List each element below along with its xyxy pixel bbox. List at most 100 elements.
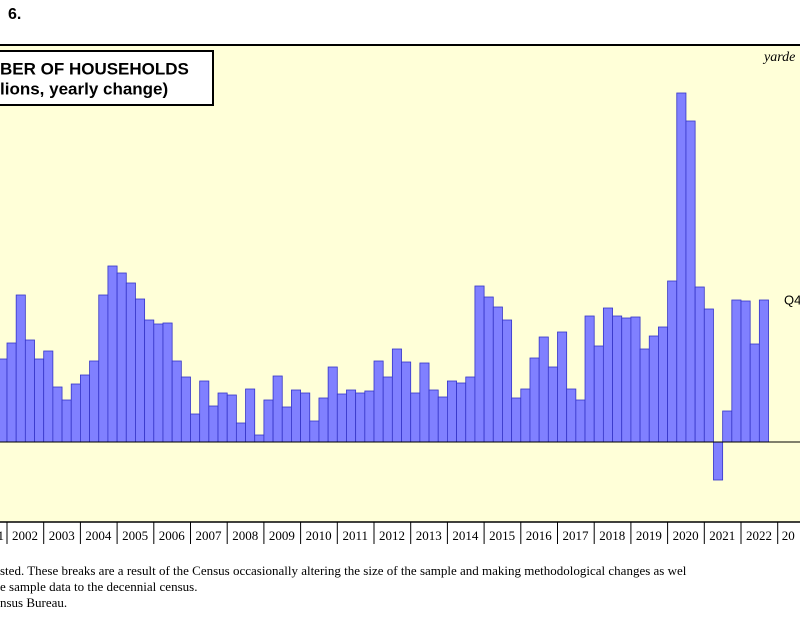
bar [6,342,17,443]
bar [401,361,412,443]
bar [171,360,182,443]
bar [694,286,705,443]
bar [98,294,109,443]
bar [511,397,522,443]
bar [245,388,256,443]
bar [520,388,531,443]
bar [116,272,127,443]
x-tick-label: 2003 [49,528,75,543]
bar [575,399,586,443]
bar [474,285,485,443]
bar [419,362,430,443]
bar [364,390,375,443]
bar [70,383,81,443]
x-tick-label: 2019 [636,528,662,543]
bar [0,358,8,443]
bar [529,357,540,443]
bar [190,413,201,443]
bar [346,389,357,443]
bar [391,348,402,443]
x-tick-label: 20 [782,528,795,543]
x-tick-label: 2004 [85,528,112,543]
bar [639,348,650,443]
x-tick-label: 2014 [452,528,479,543]
bar [483,296,494,443]
bar [80,374,90,443]
bar [749,343,760,443]
bar [309,420,320,443]
footnote: sted. These breaks are a result of the C… [0,563,687,578]
bar [254,434,265,443]
bar [465,376,476,443]
bar [135,298,146,443]
x-tick-label: 2017 [563,528,590,543]
bar [208,405,219,443]
bar [180,376,191,443]
x-tick-label: 2009 [269,528,295,543]
bar [676,92,687,443]
bar [410,392,421,443]
chart-subtitle: lions, yearly change) [0,79,168,98]
bar [61,399,72,443]
bar [43,350,54,443]
bar [602,307,613,443]
source-mark: yarde [762,50,795,65]
x-tick-label: 2021 [709,528,735,543]
bar [456,382,467,443]
x-tick-label: 2016 [526,528,553,543]
bar [648,335,659,443]
footnote: e sample data to the decennial census. [0,579,197,594]
bar [658,326,668,443]
bar [446,380,457,443]
bar [162,322,173,443]
bar [153,323,164,443]
bars [0,92,769,481]
x-tick-label: 2010 [306,528,332,543]
x-tick-label: 2005 [122,528,148,543]
x-tick-label: 2006 [159,528,186,543]
bar [538,336,549,443]
x-tick-label: 2018 [599,528,625,543]
bar [373,360,384,443]
bar [566,388,577,443]
bar [382,376,393,443]
x-tick-label: 2022 [746,528,772,543]
bar [226,394,237,443]
bar [722,410,733,443]
footnote: nsus Bureau. [0,595,67,610]
bar [263,399,274,443]
bar [593,345,604,443]
x-tick-label: 2015 [489,528,515,543]
bar [758,299,769,443]
bar [34,358,45,443]
bar [199,380,210,443]
bar [557,331,568,443]
bar [492,306,503,443]
x-tick-label: 2002 [12,528,38,543]
x-tick-label: 2020 [673,528,699,543]
bar [107,265,118,443]
bar [355,392,366,443]
bar [281,406,292,443]
x-tick-label: 2008 [232,528,258,543]
x-tick-label: 2007 [196,528,223,543]
bar [703,308,714,443]
bar [125,282,136,443]
bar [52,386,63,443]
x-tick-label: 2011 [343,528,369,543]
x-tick-label: 2012 [379,528,405,543]
bar [428,389,439,443]
bar [144,319,155,443]
bar [217,392,228,443]
title-box [0,50,214,106]
bar [630,316,641,443]
last-label: Q4 [784,292,800,307]
bar [713,441,724,481]
bar [89,360,100,443]
bar [300,392,311,443]
bar [336,393,347,443]
bar [621,317,632,443]
bar [291,389,301,443]
